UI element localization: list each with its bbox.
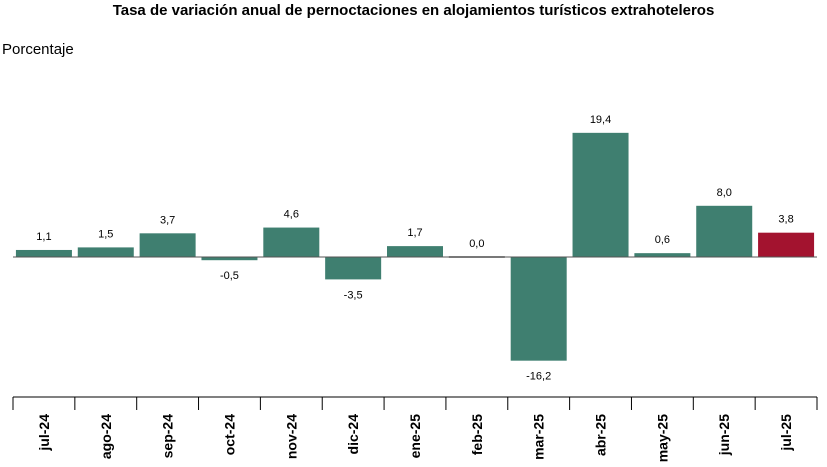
bar-sep-24 xyxy=(139,233,196,257)
x-axis: jul-24 ago-24 sep-24 oct-24 nov-24 dic-24 ene-… xyxy=(12,396,818,462)
value-label-dic-24: -3,5 xyxy=(344,289,363,301)
value-label-may-25: 0,6 xyxy=(655,234,670,246)
x-tick-label-jun-25: jun-25 xyxy=(716,414,732,456)
value-label-jul-24: 1,1 xyxy=(36,231,51,243)
x-tick-label-abr-25: abr-25 xyxy=(593,414,609,456)
value-label-mar-25: -16,2 xyxy=(526,371,551,383)
bar-jun-25 xyxy=(696,205,753,257)
value-label-oct-24: -0,5 xyxy=(220,270,239,282)
x-tick-label-dic-24: dic-24 xyxy=(345,414,361,455)
value-label-nov-24: 4,6 xyxy=(284,209,299,221)
value-label-jun-25: 8,0 xyxy=(717,187,732,199)
value-label-jul-25: 3,8 xyxy=(778,214,793,226)
value-label-sep-24: 3,7 xyxy=(160,214,175,226)
bars-layer xyxy=(13,132,817,361)
bar-ago-24 xyxy=(77,247,134,257)
value-label-ago-24: 1,5 xyxy=(98,228,113,240)
x-tick-label-mar-25: mar-25 xyxy=(531,414,547,460)
bar-may-25 xyxy=(634,253,691,257)
x-tick-label-sep-24: sep-24 xyxy=(160,414,176,459)
y-axis-label: Porcentaje xyxy=(2,41,74,58)
x-tick-label-oct-24: oct-24 xyxy=(221,414,237,455)
x-tick-label-may-25: may-25 xyxy=(654,414,670,462)
bar-oct-24 xyxy=(201,257,258,261)
bar-jul-24 xyxy=(15,249,72,257)
value-labels-layer: 1,1 1,5 3,7 -0,5 4,6 -3,5 1,7 0,0 -16,2 19,4 0,6 8,… xyxy=(36,114,793,383)
bar-ene-25 xyxy=(387,246,443,257)
x-tick-label-jul-24: jul-24 xyxy=(36,414,52,452)
x-tick-label-feb-25: feb-25 xyxy=(469,414,485,455)
chart-title: Tasa de variación anual de pernoctacione… xyxy=(112,2,715,19)
x-tick-label-jul-25: jul-25 xyxy=(778,414,794,452)
x-tick-label-nov-24: nov-24 xyxy=(283,414,299,459)
x-tick-label-ene-25: ene-25 xyxy=(407,414,423,459)
bar-nov-24 xyxy=(263,227,320,257)
value-label-ene-25: 1,7 xyxy=(407,227,422,239)
value-label-abr-25: 19,4 xyxy=(590,114,611,126)
bar-mar-25 xyxy=(510,257,567,361)
bar-jul-25 xyxy=(758,232,815,257)
value-label-feb-25: 0,0 xyxy=(469,238,484,250)
bar-abr-25 xyxy=(572,132,629,257)
x-tick-label-ago-24: ago-24 xyxy=(98,414,114,459)
bar-dic-24 xyxy=(325,257,382,280)
